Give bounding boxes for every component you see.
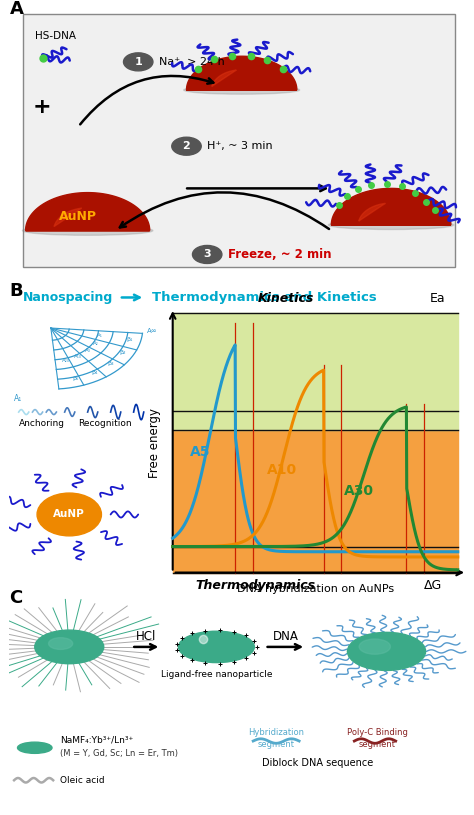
Text: Oleic acid: Oleic acid — [60, 776, 105, 785]
Text: Freeze, ~ 2 min: Freeze, ~ 2 min — [228, 248, 331, 261]
Text: Poly-C Binding: Poly-C Binding — [347, 728, 408, 737]
Text: HCl: HCl — [136, 630, 156, 643]
Text: A₁: A₁ — [14, 394, 22, 403]
Circle shape — [35, 630, 104, 663]
Text: Thermodynamics and Kinetics: Thermodynamics and Kinetics — [152, 291, 377, 304]
Text: ΔG: ΔG — [424, 579, 442, 592]
Text: B: B — [9, 282, 23, 300]
Circle shape — [359, 639, 391, 654]
Bar — [173, 430, 458, 572]
Text: Kinetics: Kinetics — [258, 292, 315, 305]
Ellipse shape — [178, 631, 255, 663]
Text: segment: segment — [258, 740, 295, 749]
Circle shape — [172, 137, 201, 155]
Text: A5: A5 — [190, 445, 210, 459]
Text: A10: A10 — [267, 463, 297, 477]
Text: C: C — [9, 588, 23, 606]
Ellipse shape — [184, 86, 300, 95]
Polygon shape — [212, 70, 237, 86]
Text: Hybridization: Hybridization — [248, 728, 304, 737]
Text: Anchoring: Anchoring — [18, 419, 64, 428]
Text: Ea: Ea — [429, 292, 445, 305]
Text: DNA: DNA — [273, 630, 298, 643]
Text: A₃: A₃ — [85, 348, 91, 353]
Text: +: + — [32, 97, 51, 117]
Polygon shape — [26, 192, 150, 231]
Text: AuNP: AuNP — [59, 209, 97, 222]
Ellipse shape — [328, 220, 454, 230]
Text: segment: segment — [359, 740, 396, 749]
Text: A: A — [9, 0, 23, 18]
Text: β₃: β₃ — [108, 361, 114, 366]
Ellipse shape — [18, 742, 52, 753]
Text: β₂: β₂ — [119, 350, 126, 355]
Text: β₄: β₄ — [91, 370, 98, 376]
Text: A₁: A₁ — [97, 333, 103, 337]
Text: 1: 1 — [134, 57, 142, 67]
Text: β₅: β₅ — [73, 377, 79, 381]
Text: A₂₀: A₂₀ — [63, 358, 71, 363]
Text: AuNP: AuNP — [54, 509, 85, 519]
Text: HS-DNA: HS-DNA — [35, 31, 76, 42]
Polygon shape — [186, 56, 297, 90]
Text: β₁: β₁ — [126, 337, 133, 341]
Text: Na⁺, > 24 h: Na⁺, > 24 h — [159, 57, 225, 67]
Text: Ligand-free nanoparticle: Ligand-free nanoparticle — [161, 671, 272, 680]
Polygon shape — [54, 208, 82, 227]
Polygon shape — [359, 203, 385, 221]
Text: DNA hybridization on AuNPs: DNA hybridization on AuNPs — [237, 584, 394, 594]
Text: A∞: A∞ — [147, 328, 158, 333]
Text: NaMF₄:Yb³⁺/Ln³⁺: NaMF₄:Yb³⁺/Ln³⁺ — [60, 735, 133, 744]
Text: Thermodynamics: Thermodynamics — [195, 579, 316, 592]
Circle shape — [347, 632, 426, 671]
Text: 3: 3 — [203, 249, 211, 259]
Text: 2: 2 — [182, 141, 191, 152]
Text: (M = Y, Gd, Sc; Ln = Er, Tm): (M = Y, Gd, Sc; Ln = Er, Tm) — [60, 749, 178, 758]
Bar — [173, 313, 458, 430]
Circle shape — [124, 53, 153, 71]
Text: Recognition: Recognition — [78, 419, 132, 428]
Text: Nanospacing: Nanospacing — [23, 291, 114, 304]
Text: H⁺, ~ 3 min: H⁺, ~ 3 min — [207, 141, 273, 152]
Text: Free energy: Free energy — [148, 408, 161, 478]
Polygon shape — [331, 188, 451, 225]
Circle shape — [37, 493, 101, 536]
Text: Diblock DNA sequence: Diblock DNA sequence — [262, 759, 373, 769]
FancyBboxPatch shape — [23, 14, 456, 267]
Circle shape — [48, 637, 73, 650]
Text: A₂: A₂ — [93, 341, 99, 346]
Circle shape — [192, 245, 222, 263]
Text: A30: A30 — [344, 483, 374, 498]
Ellipse shape — [22, 226, 153, 236]
Text: A₁₀: A₁₀ — [74, 354, 82, 359]
